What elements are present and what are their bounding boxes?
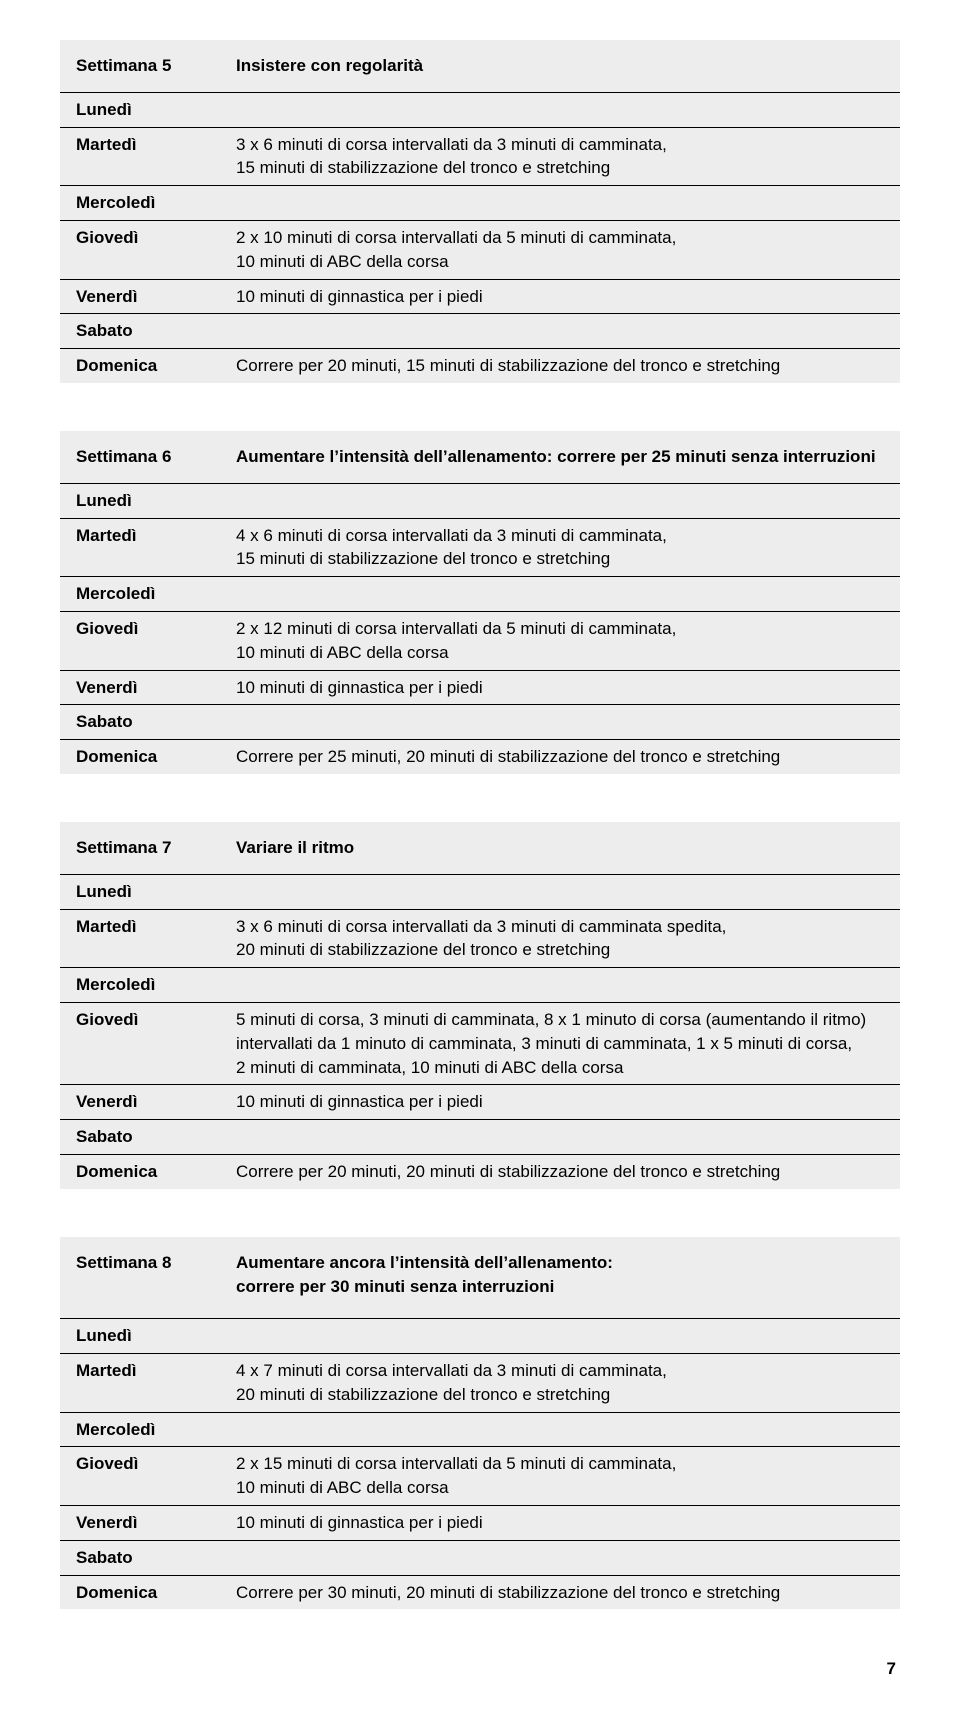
weeks-container: Settimana 5Insistere con regolaritàLuned… xyxy=(60,40,900,1609)
day-row: Sabato xyxy=(60,704,900,739)
day-row: Lunedì xyxy=(60,92,900,127)
day-row: DomenicaCorrere per 25 minuti, 20 minuti… xyxy=(60,739,900,774)
day-row: DomenicaCorrere per 30 minuti, 20 minuti… xyxy=(60,1575,900,1610)
day-label: Sabato xyxy=(76,1546,236,1570)
week-title: Insistere con regolarità xyxy=(236,54,884,78)
day-label: Domenica xyxy=(76,1160,236,1184)
week-block: Settimana 8Aumentare ancora l’intensità … xyxy=(60,1237,900,1610)
day-label: Sabato xyxy=(76,1125,236,1149)
day-label: Domenica xyxy=(76,354,236,378)
page-number: 7 xyxy=(60,1657,900,1681)
day-label: Venerdì xyxy=(76,676,236,700)
day-row: Mercoledì xyxy=(60,1412,900,1447)
day-content: 2 x 10 minuti di corsa intervallati da 5… xyxy=(236,226,884,274)
day-label: Giovedì xyxy=(76,226,236,250)
day-row: Mercoledì xyxy=(60,576,900,611)
day-row: Venerdì10 minuti di ginnastica per i pie… xyxy=(60,670,900,705)
day-row: Venerdì10 minuti di ginnastica per i pie… xyxy=(60,279,900,314)
day-row: Lunedì xyxy=(60,874,900,909)
day-row: Venerdì10 minuti di ginnastica per i pie… xyxy=(60,1505,900,1540)
day-label: Giovedì xyxy=(76,1008,236,1032)
week-header: Settimana 6Aumentare l’intensità dell’al… xyxy=(60,431,900,483)
day-label: Venerdì xyxy=(76,1090,236,1114)
day-label: Lunedì xyxy=(76,880,236,904)
day-content: Correre per 20 minuti, 15 minuti di stab… xyxy=(236,354,884,378)
day-row: Venerdì10 minuti di ginnastica per i pie… xyxy=(60,1084,900,1119)
day-row: Lunedì xyxy=(60,483,900,518)
week-title: Variare il ritmo xyxy=(236,836,884,860)
week-title: Aumentare l’intensità dell’allenamento: … xyxy=(236,445,884,469)
day-row: Martedì4 x 7 minuti di corsa intervallat… xyxy=(60,1353,900,1412)
week-title: Aumentare ancora l’intensità dell’allena… xyxy=(236,1251,884,1299)
day-row: Sabato xyxy=(60,1540,900,1575)
week-label: Settimana 7 xyxy=(76,836,236,860)
day-label: Domenica xyxy=(76,1581,236,1605)
week-label: Settimana 8 xyxy=(76,1251,236,1299)
day-label: Martedì xyxy=(76,1359,236,1383)
week-header: Settimana 8Aumentare ancora l’intensità … xyxy=(60,1237,900,1319)
day-row: Giovedì2 x 12 minuti di corsa intervalla… xyxy=(60,611,900,670)
day-row: Mercoledì xyxy=(60,185,900,220)
day-content: Correre per 25 minuti, 20 minuti di stab… xyxy=(236,745,884,769)
day-label: Venerdì xyxy=(76,1511,236,1535)
day-label: Giovedì xyxy=(76,1452,236,1476)
day-row: Martedì4 x 6 minuti di corsa intervallat… xyxy=(60,518,900,577)
day-row: Martedì3 x 6 minuti di corsa intervallat… xyxy=(60,127,900,186)
day-label: Sabato xyxy=(76,319,236,343)
day-label: Sabato xyxy=(76,710,236,734)
day-content: 2 x 12 minuti di corsa intervallati da 5… xyxy=(236,617,884,665)
day-row: Mercoledì xyxy=(60,967,900,1002)
day-content: 4 x 6 minuti di corsa intervallati da 3 … xyxy=(236,524,884,572)
day-label: Martedì xyxy=(76,133,236,157)
day-row: Giovedì5 minuti di corsa, 3 minuti di ca… xyxy=(60,1002,900,1084)
day-content: 3 x 6 minuti di corsa intervallati da 3 … xyxy=(236,915,884,963)
week-label: Settimana 6 xyxy=(76,445,236,469)
day-label: Lunedì xyxy=(76,98,236,122)
day-content: 3 x 6 minuti di corsa intervallati da 3 … xyxy=(236,133,884,181)
day-label: Domenica xyxy=(76,745,236,769)
day-row: Martedì3 x 6 minuti di corsa intervallat… xyxy=(60,909,900,968)
day-row: DomenicaCorrere per 20 minuti, 15 minuti… xyxy=(60,348,900,383)
day-content: 10 minuti di ginnastica per i piedi xyxy=(236,285,884,309)
day-content: 10 minuti di ginnastica per i piedi xyxy=(236,676,884,700)
day-label: Mercoledì xyxy=(76,191,236,215)
day-label: Mercoledì xyxy=(76,1418,236,1442)
day-content: 5 minuti di corsa, 3 minuti di camminata… xyxy=(236,1008,884,1079)
week-header: Settimana 5Insistere con regolarità xyxy=(60,40,900,92)
week-header: Settimana 7Variare il ritmo xyxy=(60,822,900,874)
day-content: 10 minuti di ginnastica per i piedi xyxy=(236,1090,884,1114)
week-block: Settimana 5Insistere con regolaritàLuned… xyxy=(60,40,900,383)
week-block: Settimana 6Aumentare l’intensità dell’al… xyxy=(60,431,900,774)
week-label: Settimana 5 xyxy=(76,54,236,78)
day-label: Lunedì xyxy=(76,489,236,513)
week-block: Settimana 7Variare il ritmoLunedìMartedì… xyxy=(60,822,900,1189)
day-row: Sabato xyxy=(60,1119,900,1154)
day-label: Giovedì xyxy=(76,617,236,641)
day-label: Venerdì xyxy=(76,285,236,309)
day-content: Correre per 30 minuti, 20 minuti di stab… xyxy=(236,1581,884,1605)
day-row: DomenicaCorrere per 20 minuti, 20 minuti… xyxy=(60,1154,900,1189)
day-label: Martedì xyxy=(76,524,236,548)
day-row: Lunedì xyxy=(60,1318,900,1353)
day-label: Mercoledì xyxy=(76,582,236,606)
day-label: Lunedì xyxy=(76,1324,236,1348)
day-content: 4 x 7 minuti di corsa intervallati da 3 … xyxy=(236,1359,884,1407)
day-content: 10 minuti di ginnastica per i piedi xyxy=(236,1511,884,1535)
day-row: Giovedì2 x 15 minuti di corsa intervalla… xyxy=(60,1446,900,1505)
day-label: Martedì xyxy=(76,915,236,939)
day-row: Sabato xyxy=(60,313,900,348)
day-content: 2 x 15 minuti di corsa intervallati da 5… xyxy=(236,1452,884,1500)
day-label: Mercoledì xyxy=(76,973,236,997)
day-content: Correre per 20 minuti, 20 minuti di stab… xyxy=(236,1160,884,1184)
day-row: Giovedì2 x 10 minuti di corsa intervalla… xyxy=(60,220,900,279)
